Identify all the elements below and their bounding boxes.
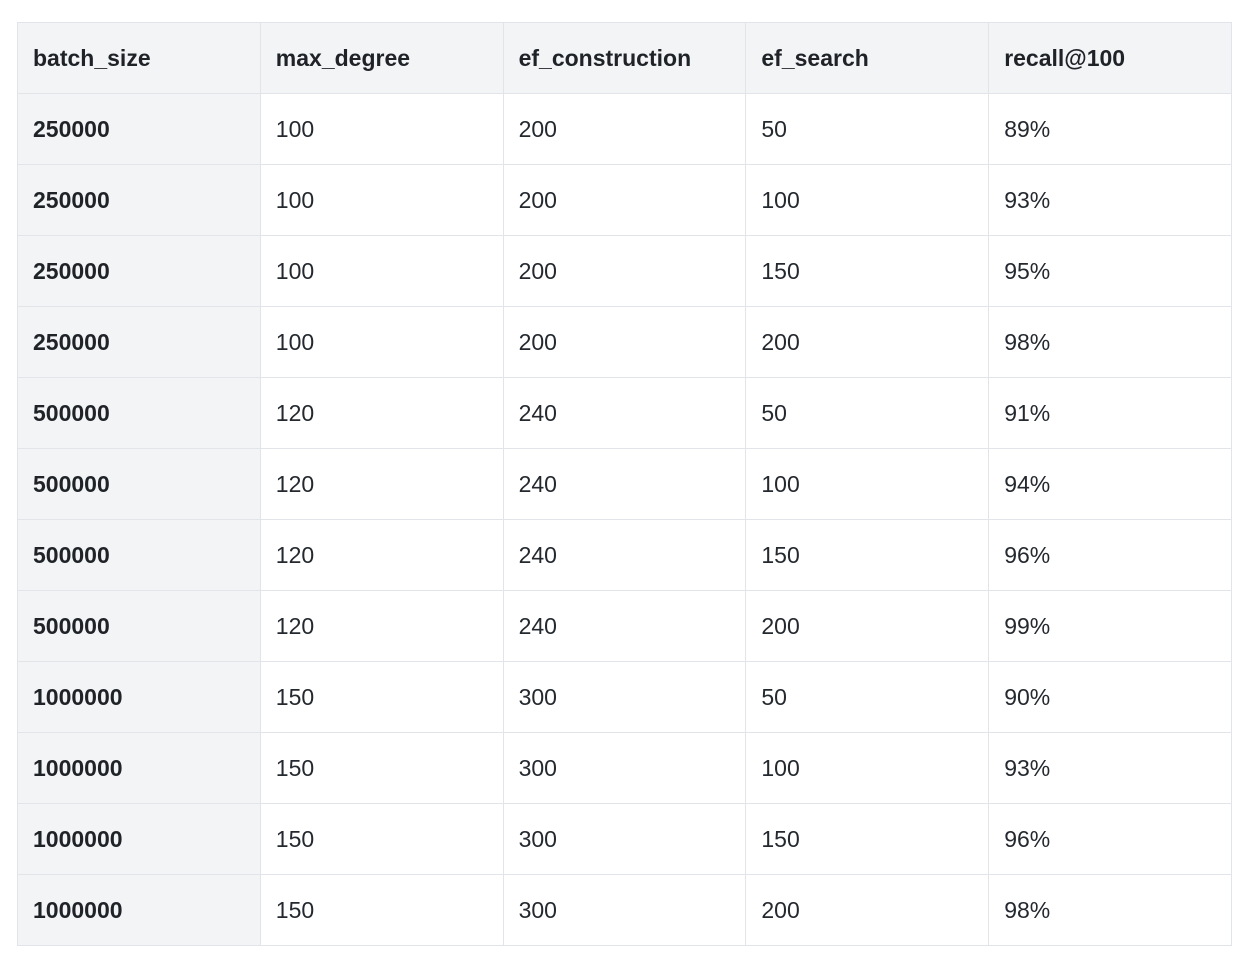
table-cell: 50 [745, 661, 990, 733]
column-header-batch-size: batch_size [17, 22, 261, 94]
table-cell: 120 [259, 519, 504, 591]
table-cell: 90% [988, 661, 1232, 733]
table-cell: 100 [745, 164, 990, 236]
table-cell: 120 [259, 448, 504, 520]
table-cell: 250000 [17, 306, 261, 378]
table-row: 250000 100 200 50 89% [17, 93, 1232, 165]
table-row: 1000000 150 300 100 93% [17, 732, 1232, 804]
table-cell: 240 [502, 448, 747, 520]
table-row: 500000 120 240 200 99% [17, 590, 1232, 662]
table-cell: 240 [502, 590, 747, 662]
table-cell: 150 [259, 803, 504, 875]
table-cell: 150 [745, 519, 990, 591]
table-cell: 150 [745, 803, 990, 875]
table-cell: 300 [502, 803, 747, 875]
table-cell: 100 [259, 93, 504, 165]
table-cell: 1000000 [17, 803, 261, 875]
table-cell: 200 [745, 874, 990, 946]
table-cell: 98% [988, 306, 1232, 378]
table-cell: 1000000 [17, 661, 261, 733]
table-cell: 100 [259, 306, 504, 378]
table-cell: 1000000 [17, 732, 261, 804]
table-cell: 250000 [17, 164, 261, 236]
table-row: 1000000 150 300 200 98% [17, 874, 1232, 946]
table-cell: 200 [502, 306, 747, 378]
table-row: 500000 120 240 50 91% [17, 377, 1232, 449]
table-cell: 94% [988, 448, 1232, 520]
table-cell: 96% [988, 803, 1232, 875]
table-row: 250000 100 200 200 98% [17, 306, 1232, 378]
table-cell: 95% [988, 235, 1232, 307]
table-cell: 300 [502, 661, 747, 733]
table-row: 500000 120 240 150 96% [17, 519, 1232, 591]
table-cell: 50 [745, 93, 990, 165]
table-cell: 120 [259, 377, 504, 449]
table-cell: 150 [745, 235, 990, 307]
table-cell: 300 [502, 732, 747, 804]
table-row: 250000 100 200 150 95% [17, 235, 1232, 307]
column-header-ef-construction: ef_construction [502, 22, 747, 94]
table-cell: 98% [988, 874, 1232, 946]
table-cell: 500000 [17, 519, 261, 591]
table-cell: 99% [988, 590, 1232, 662]
table-cell: 100 [745, 732, 990, 804]
table-cell: 240 [502, 519, 747, 591]
table-cell: 200 [502, 164, 747, 236]
table-cell: 50 [745, 377, 990, 449]
table-cell: 200 [502, 93, 747, 165]
table-row: 500000 120 240 100 94% [17, 448, 1232, 520]
table-row: 1000000 150 300 50 90% [17, 661, 1232, 733]
column-header-recall-100: recall@100 [988, 22, 1232, 94]
table-cell: 100 [745, 448, 990, 520]
column-header-ef-search: ef_search [745, 22, 990, 94]
table-cell: 240 [502, 377, 747, 449]
table-cell: 96% [988, 519, 1232, 591]
table-cell: 150 [259, 732, 504, 804]
table-cell: 200 [502, 235, 747, 307]
table-cell: 250000 [17, 235, 261, 307]
table-cell: 150 [259, 874, 504, 946]
table-cell: 200 [745, 306, 990, 378]
table-cell: 300 [502, 874, 747, 946]
table-cell: 150 [259, 661, 504, 733]
results-table: batch_size max_degree ef_construction ef_se… [17, 22, 1232, 946]
table-cell: 93% [988, 164, 1232, 236]
table-cell: 500000 [17, 448, 261, 520]
table-cell: 93% [988, 732, 1232, 804]
table-cell: 100 [259, 164, 504, 236]
column-header-max-degree: max_degree [259, 22, 504, 94]
table-cell: 91% [988, 377, 1232, 449]
table-cell: 100 [259, 235, 504, 307]
header-row: batch_size max_degree ef_construction ef_se… [17, 22, 1232, 94]
table-cell: 200 [745, 590, 990, 662]
table-cell: 250000 [17, 93, 261, 165]
table-row: 250000 100 200 100 93% [17, 164, 1232, 236]
table-cell: 120 [259, 590, 504, 662]
table-cell: 500000 [17, 377, 261, 449]
table-cell: 500000 [17, 590, 261, 662]
table-cell: 89% [988, 93, 1232, 165]
table-row: 1000000 150 300 150 96% [17, 803, 1232, 875]
table-cell: 1000000 [17, 874, 261, 946]
